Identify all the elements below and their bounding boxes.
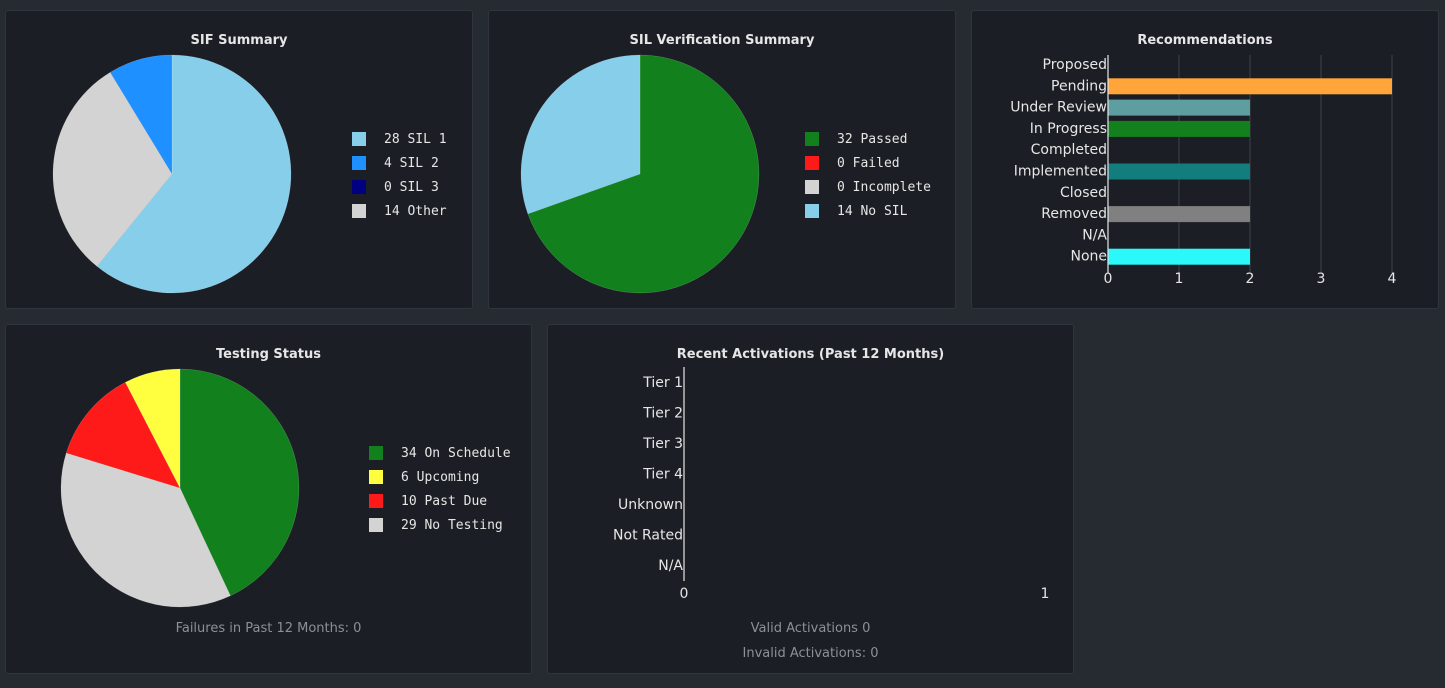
sif-summary-card: SIF Summary 28 SIL 1 4 SIL 2 0 SIL 3 14 Oth… bbox=[5, 10, 473, 309]
sif-slice-sil-2[interactable] bbox=[109, 54, 173, 175]
recommendations-title: Recommendations bbox=[1137, 33, 1273, 48]
sif-summary-pie-chart bbox=[52, 54, 292, 294]
sif-slice-other[interactable] bbox=[52, 71, 173, 267]
sil-verification-title: SIL Verification Summary bbox=[629, 33, 815, 48]
legend-swatch bbox=[352, 132, 366, 146]
recent-activations-bar-chart: Tier 1 Tier 2 Tier 3 Tier 4 Unknown Not Rated… bbox=[613, 367, 1050, 602]
testing-slice-no-testing[interactable] bbox=[60, 452, 231, 608]
legend-swatch bbox=[369, 470, 383, 484]
rec-bar-in-progress[interactable] bbox=[1108, 120, 1250, 137]
act-category-label-n-a: N/A bbox=[658, 558, 683, 574]
rec-category-label-n-a: N/A bbox=[1082, 227, 1107, 243]
act-category-label-tier-3: Tier 3 bbox=[642, 436, 683, 452]
testing-status-title: Testing Status bbox=[215, 347, 321, 362]
act-category-label-tier-2: Tier 2 bbox=[642, 406, 683, 422]
legend-swatch bbox=[805, 180, 819, 194]
legend-label: 28 SIL 1 bbox=[384, 131, 447, 147]
sif-legend-item-sil-1[interactable]: 28 SIL 1 bbox=[352, 127, 447, 151]
legend-swatch bbox=[352, 156, 366, 170]
sif-legend-item-sil-2[interactable]: 4 SIL 2 bbox=[352, 151, 447, 175]
act-category-label-tier-4: Tier 4 bbox=[642, 467, 683, 483]
rec-category-label-implemented: Implemented bbox=[1014, 164, 1107, 180]
sil-legend-item-failed[interactable]: 0 Failed bbox=[805, 151, 931, 175]
sil-slice-passed[interactable] bbox=[527, 54, 760, 294]
testing-legend-item-on-schedule[interactable]: 34 On Schedule bbox=[369, 441, 511, 465]
testing-legend-item-past-due[interactable]: 10 Past Due bbox=[369, 489, 511, 513]
legend-swatch bbox=[805, 204, 819, 218]
sil-verification-pie-chart bbox=[520, 54, 760, 294]
act-x-tick-label: 1 bbox=[1041, 586, 1050, 602]
sil-verification-legend: 32 Passed 0 Failed 0 Incomplete 14 No SIL bbox=[805, 127, 931, 223]
valid-activations-text: Valid Activations 0 bbox=[750, 621, 871, 636]
rec-bar-implemented[interactable] bbox=[1108, 163, 1250, 180]
act-category-label-unknown: Unknown bbox=[618, 497, 683, 513]
legend-label: 14 Other bbox=[384, 203, 447, 219]
sil-legend-item-incomplete[interactable]: 0 Incomplete bbox=[805, 175, 931, 199]
rec-category-label-closed: Closed bbox=[1060, 185, 1107, 201]
legend-swatch bbox=[805, 132, 819, 146]
rec-bar-none[interactable] bbox=[1108, 248, 1250, 265]
legend-swatch bbox=[352, 204, 366, 218]
recent-activations-card: Recent Activations (Past 12 Months) Tier… bbox=[547, 324, 1074, 674]
legend-label: 0 Failed bbox=[837, 155, 900, 171]
rec-category-label-removed: Removed bbox=[1041, 206, 1107, 222]
testing-status-card: Testing Status 34 On Schedule 6 Upcoming 1… bbox=[5, 324, 532, 674]
legend-label: 0 SIL 3 bbox=[384, 179, 439, 195]
legend-label: 32 Passed bbox=[837, 131, 908, 147]
act-x-tick-label: 0 bbox=[680, 586, 689, 602]
testing-slice-past-due[interactable] bbox=[65, 381, 181, 489]
sif-summary-title: SIF Summary bbox=[190, 33, 288, 48]
rec-bar-pending[interactable] bbox=[1108, 78, 1392, 95]
rec-category-label-proposed: Proposed bbox=[1043, 57, 1107, 73]
rec-x-tick-label: 2 bbox=[1246, 271, 1255, 287]
legend-label: 14 No SIL bbox=[837, 203, 908, 219]
rec-x-tick-label: 3 bbox=[1317, 271, 1326, 287]
legend-label: 29 No Testing bbox=[401, 517, 503, 533]
legend-swatch bbox=[369, 446, 383, 460]
recommendations-card: Recommendations Proposed Pending Under Rev… bbox=[971, 10, 1439, 309]
sil-legend-item-no-sil[interactable]: 14 No SIL bbox=[805, 199, 931, 223]
testing-legend-item-upcoming[interactable]: 6 Upcoming bbox=[369, 465, 511, 489]
rec-x-tick-label: 1 bbox=[1175, 271, 1184, 287]
sif-summary-legend: 28 SIL 1 4 SIL 2 0 SIL 3 14 Other bbox=[352, 127, 447, 223]
testing-status-legend: 34 On Schedule 6 Upcoming 10 Past Due 29 No… bbox=[369, 441, 511, 537]
rec-x-tick-label: 4 bbox=[1388, 271, 1397, 287]
legend-label: 4 SIL 2 bbox=[384, 155, 439, 171]
legend-swatch bbox=[352, 180, 366, 194]
sil-legend-item-passed[interactable]: 32 Passed bbox=[805, 127, 931, 151]
testing-slice-upcoming[interactable] bbox=[125, 368, 181, 489]
sil-slice-no-sil[interactable] bbox=[520, 54, 641, 215]
rec-category-label-in-progress: In Progress bbox=[1030, 121, 1107, 137]
legend-swatch bbox=[805, 156, 819, 170]
rec-category-label-none: None bbox=[1070, 249, 1107, 265]
recent-activations-title: Recent Activations (Past 12 Months) bbox=[676, 347, 945, 362]
sil-verification-card: SIL Verification Summary 32 Passed 0 Fail… bbox=[488, 10, 956, 309]
rec-category-label-completed: Completed bbox=[1031, 142, 1107, 158]
invalid-activations-text: Invalid Activations: 0 bbox=[742, 646, 879, 661]
legend-swatch bbox=[369, 494, 383, 508]
legend-label: 6 Upcoming bbox=[401, 469, 480, 485]
rec-category-label-under-review: Under Review bbox=[1010, 100, 1107, 116]
legend-label: 34 On Schedule bbox=[401, 445, 511, 461]
rec-bar-under-review[interactable] bbox=[1108, 99, 1250, 116]
sif-legend-item-other[interactable]: 14 Other bbox=[352, 199, 447, 223]
recommendations-bar-chart: Proposed Pending Under Review In Progress Co… bbox=[1010, 55, 1397, 287]
legend-label: 0 Incomplete bbox=[837, 179, 931, 195]
rec-x-tick-label: 0 bbox=[1104, 271, 1113, 287]
rec-bar-removed[interactable] bbox=[1108, 206, 1250, 223]
act-category-label-tier-1: Tier 1 bbox=[642, 375, 683, 391]
testing-slice-on-schedule[interactable] bbox=[179, 368, 300, 597]
act-category-label-not-rated: Not Rated bbox=[613, 528, 683, 544]
legend-swatch bbox=[369, 518, 383, 532]
rec-category-label-pending: Pending bbox=[1051, 78, 1107, 94]
sif-legend-item-sil-3[interactable]: 0 SIL 3 bbox=[352, 175, 447, 199]
testing-legend-item-no-testing[interactable]: 29 No Testing bbox=[369, 513, 511, 537]
testing-status-pie-chart bbox=[60, 368, 300, 608]
legend-label: 10 Past Due bbox=[401, 493, 488, 509]
sif-slice-sil-1[interactable] bbox=[96, 54, 292, 294]
failures-count-text: Failures in Past 12 Months: 0 bbox=[175, 621, 362, 636]
